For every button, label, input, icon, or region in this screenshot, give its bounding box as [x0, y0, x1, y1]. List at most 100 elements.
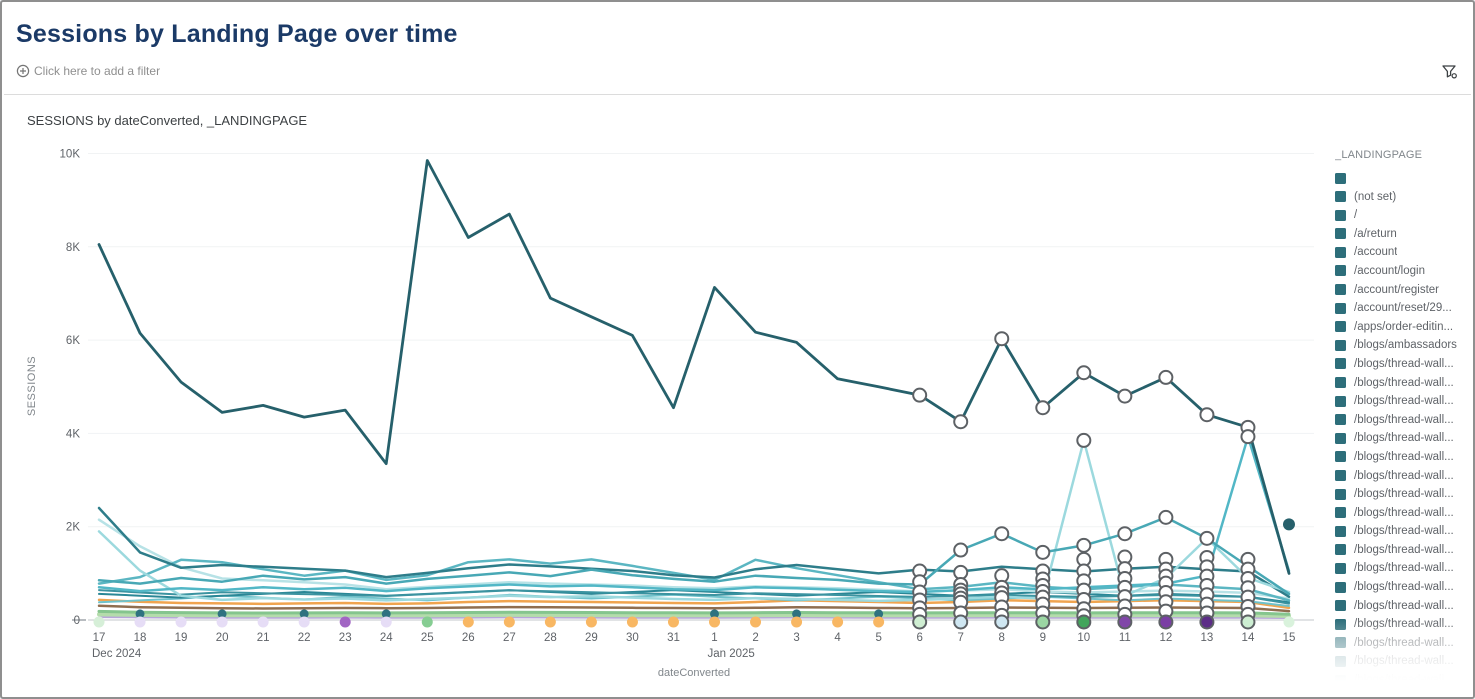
svg-text:22: 22 — [298, 632, 311, 644]
legend-item[interactable]: (not set) — [1335, 191, 1469, 203]
svg-text:26: 26 — [462, 632, 475, 644]
legend-swatch-icon — [1335, 339, 1346, 351]
legend-item-label: /blogs/thread-wall... — [1354, 618, 1454, 631]
legend-item[interactable]: /blogs/thread-wall... — [1335, 544, 1469, 556]
legend-item-label: / — [1354, 209, 1358, 222]
add-filter-button[interactable]: Click here to add a filter — [16, 64, 160, 78]
header-divider — [4, 94, 1471, 95]
legend-item[interactable]: /account/reset/29... — [1335, 302, 1469, 314]
svg-text:28: 28 — [544, 632, 557, 644]
legend-item[interactable]: /blogs/thread-wall... — [1335, 432, 1469, 444]
legend-swatch-icon — [1335, 544, 1346, 556]
svg-text:20: 20 — [216, 632, 229, 644]
legend-swatch-icon — [1335, 600, 1346, 612]
svg-text:23: 23 — [339, 632, 352, 644]
legend-item-label: /blogs/thread-wall... — [1354, 469, 1454, 482]
legend-item[interactable]: /blogs/thread-wall... — [1335, 581, 1469, 593]
legend-item[interactable]: /blogs/thread-wall... — [1335, 525, 1469, 537]
chart-title: SESSIONS by dateConverted, _LANDINGPAGE — [27, 113, 308, 128]
legend-swatch-icon — [1335, 321, 1346, 333]
legend-item-label: /account/reset/29... — [1354, 302, 1452, 315]
svg-text:21: 21 — [257, 632, 270, 644]
legend-item[interactable]: /blogs/thread-wall... — [1335, 655, 1469, 667]
svg-text:2K: 2K — [66, 522, 80, 534]
legend-item[interactable]: /blogs/thread-wall... — [1335, 414, 1469, 426]
svg-text:6K: 6K — [66, 335, 80, 347]
legend-item[interactable]: /account — [1335, 246, 1469, 258]
legend-item-label: /blogs/thread-wall... — [1354, 432, 1454, 445]
svg-text:27: 27 — [503, 632, 516, 644]
legend-swatch-icon — [1335, 414, 1346, 426]
legend-item[interactable]: /blogs/thread-wall... — [1335, 507, 1469, 519]
svg-text:dateConverted: dateConverted — [658, 667, 730, 679]
svg-text:14: 14 — [1242, 632, 1255, 644]
legend-swatch-icon — [1335, 246, 1346, 258]
svg-text:Dec 2024: Dec 2024 — [92, 648, 142, 660]
legend-item[interactable]: /blogs/thread-wall... — [1335, 470, 1469, 482]
svg-text:5: 5 — [875, 632, 881, 644]
svg-text:8K: 8K — [66, 242, 80, 254]
legend-item-label: /account/login — [1354, 264, 1425, 277]
svg-text:12: 12 — [1159, 632, 1172, 644]
svg-text:4K: 4K — [66, 428, 80, 440]
legend-item[interactable]: /account/register — [1335, 284, 1469, 296]
legend-swatch-icon — [1335, 674, 1346, 686]
legend-item-label: /blogs/thread-wall... — [1354, 357, 1454, 370]
legend-swatch-icon — [1335, 470, 1346, 481]
legend-item-label: /blogs/thread-wall... — [1354, 581, 1454, 594]
legend-item-label: /blogs/thread-wall... — [1354, 655, 1454, 668]
svg-text:13: 13 — [1201, 632, 1214, 644]
legend-item[interactable]: /account/login — [1335, 265, 1469, 277]
funnel-settings-icon[interactable] — [1440, 62, 1460, 82]
legend-item[interactable]: / — [1335, 209, 1469, 221]
legend-item-label: /blogs/thread-wall... — [1354, 562, 1454, 575]
legend-item[interactable]: /apps/order-editin... — [1335, 321, 1469, 333]
legend-item[interactable]: /a/return — [1335, 228, 1469, 240]
legend-item-label: /apps/order-editin... — [1354, 320, 1454, 333]
legend-item[interactable]: /blogs/thread-wall... — [1335, 358, 1469, 370]
svg-text:6: 6 — [916, 632, 922, 644]
svg-text:11: 11 — [1119, 632, 1131, 644]
legend-item[interactable]: /blogs/thread-wall... — [1335, 377, 1469, 389]
svg-text:19: 19 — [175, 632, 188, 644]
add-filter-label: Click here to add a filter — [34, 64, 161, 78]
legend-swatch-icon — [1335, 655, 1346, 667]
legend-item[interactable]: /blogs/ambassadors — [1335, 339, 1469, 351]
svg-text:2: 2 — [752, 632, 758, 644]
legend-item-label: /blogs/ambassadors — [1354, 339, 1457, 352]
legend-item[interactable]: /blogs/thread-wall... — [1335, 451, 1469, 463]
legend-swatch-icon — [1335, 525, 1346, 537]
legend-item-label: (not set) — [1354, 190, 1397, 203]
legend-item-label: /blogs/thread-wall... — [1354, 525, 1454, 538]
legend-swatch-icon — [1335, 618, 1346, 630]
legend-item[interactable]: /blogs/thread-wall... — [1335, 618, 1469, 630]
legend-item[interactable]: /blogs/thread-wall... — [1335, 674, 1469, 686]
legend-swatch-icon — [1335, 284, 1346, 296]
svg-text:29: 29 — [585, 632, 598, 644]
svg-text:25: 25 — [421, 632, 434, 644]
svg-text:10K: 10K — [60, 149, 81, 161]
legend-item[interactable]: /blogs/thread-wall... — [1335, 562, 1469, 574]
legend-swatch-icon — [1335, 377, 1346, 389]
legend-swatch-icon — [1335, 172, 1346, 184]
legend-item-label: /account — [1354, 246, 1398, 259]
legend-item[interactable]: /blogs/thread-wall... — [1335, 395, 1469, 407]
legend-item-label: /blogs/thread-wall... — [1354, 488, 1454, 501]
legend-item-label: /blogs/thread-wall... — [1354, 599, 1454, 612]
legend-swatch-icon — [1335, 562, 1346, 574]
legend-item[interactable] — [1335, 172, 1469, 184]
svg-text:15: 15 — [1283, 632, 1296, 644]
legend-swatch-icon — [1335, 488, 1346, 500]
legend-swatch-icon — [1335, 191, 1346, 203]
svg-text:18: 18 — [134, 632, 147, 644]
page-title: Sessions by Landing Page over time — [16, 20, 458, 48]
legend-item-label: /blogs/thread-wall... — [1354, 636, 1454, 649]
legend-item[interactable]: /blogs/thread-wall... — [1335, 637, 1469, 649]
legend-item[interactable]: /blogs/thread-wall... — [1335, 488, 1469, 500]
legend-item[interactable]: /blogs/thread-wall... — [1335, 600, 1469, 612]
svg-text:SESSIONS: SESSIONS — [26, 356, 38, 416]
svg-text:9: 9 — [1040, 632, 1046, 644]
svg-text:0: 0 — [74, 615, 80, 627]
